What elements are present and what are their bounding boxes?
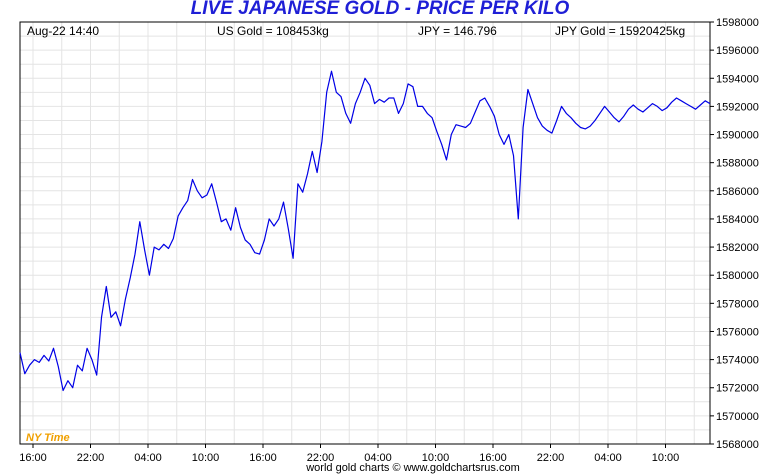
- y-tick-label: 1570000: [716, 411, 759, 423]
- x-axis-ticks: 16:00 22:00 04:00 10:00 16:00 22:00 04:00 10:00…: [19, 444, 679, 464]
- x-tick-label: 22:00: [307, 452, 335, 464]
- y-tick-label: 1580000: [716, 270, 759, 282]
- y-tick-label: 1578000: [716, 298, 759, 310]
- x-tick-label: 16:00: [19, 452, 47, 464]
- plot-frame: [19, 21, 711, 445]
- timezone-label: NY Time: [26, 432, 70, 444]
- x-tick-label: 16:00: [249, 452, 277, 464]
- x-tick-label: 04:00: [134, 452, 162, 464]
- grid-layer: [20, 21, 710, 445]
- x-tick-label: 22:00: [537, 452, 565, 464]
- info-us-gold: US Gold = 108453kg: [217, 24, 329, 38]
- y-tick-label: 1582000: [716, 242, 759, 254]
- y-tick-label: 1568000: [716, 439, 759, 451]
- x-tick-label: 16:00: [479, 452, 507, 464]
- x-tick-label: 22:00: [77, 452, 105, 464]
- chart-title: LIVE JAPANESE GOLD - PRICE PER KILO: [190, 0, 570, 19]
- y-tick-label: 1592000: [716, 101, 759, 113]
- y-tick-label: 1586000: [716, 186, 759, 198]
- y-tick-label: 1590000: [716, 130, 759, 142]
- credit-text: world gold charts © www.goldchartsrus.co…: [305, 462, 520, 474]
- gold-price-line: [19, 70, 711, 392]
- x-tick-label: 10:00: [652, 452, 680, 464]
- y-tick-label: 1598000: [716, 17, 759, 29]
- y-tick-label: 1574000: [716, 355, 759, 367]
- x-tick-label: 04:00: [594, 452, 622, 464]
- series-layer: [19, 70, 711, 392]
- y-tick-label: 1596000: [716, 45, 759, 57]
- y-tick-label: 1588000: [716, 158, 759, 170]
- x-tick-label: 10:00: [192, 452, 220, 464]
- y-tick-label: 1584000: [716, 214, 759, 226]
- info-date-time: Aug-22 14:40: [27, 24, 99, 38]
- x-tick-label: 04:00: [364, 452, 392, 464]
- x-tick-label: 10:00: [422, 452, 450, 464]
- y-tick-label: 1576000: [716, 326, 759, 338]
- info-jpy-gold: JPY Gold = 15920425kg: [555, 24, 685, 38]
- y-axis-ticks: 1568000 1570000 1572000 1574000 1576000 15780…: [710, 17, 759, 451]
- y-tick-label: 1594000: [716, 73, 759, 85]
- info-jpy-rate: JPY = 146.796: [418, 24, 497, 38]
- y-tick-label: 1572000: [716, 383, 759, 395]
